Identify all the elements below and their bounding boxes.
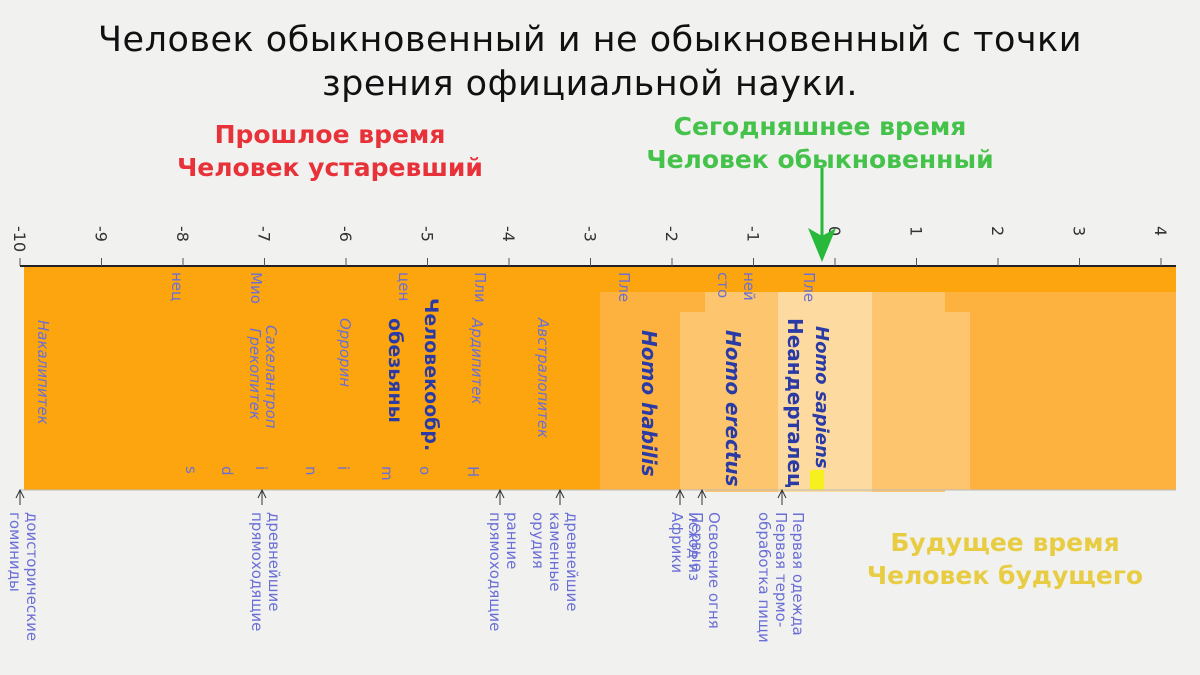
event-label-line: гоминиды bbox=[6, 512, 24, 592]
event-label-line: обработка пищи bbox=[755, 512, 773, 643]
event-label: древнейшие прямоходящие bbox=[248, 512, 283, 632]
event-label-line: ранние bbox=[503, 512, 521, 570]
event-label-line: орудия bbox=[529, 512, 547, 569]
species-label: Оррорин bbox=[336, 318, 354, 388]
present-period-line-1: Сегодняшнее время bbox=[673, 112, 967, 141]
present-period-heading: Сегодняшнее время Человек обыкновенный bbox=[590, 110, 1050, 176]
period-fragment: Пле bbox=[615, 272, 633, 303]
axis-tick-label: -6 bbox=[336, 226, 355, 242]
axis-tick-label: -2 bbox=[662, 226, 681, 242]
event-label-line: прямоходящие bbox=[486, 512, 504, 632]
species-label: Homo habilis bbox=[637, 330, 661, 477]
page-title: Человек обыкновенный и не обыкновенный с… bbox=[0, 18, 1180, 106]
event-arrow-icon bbox=[675, 488, 685, 499]
event-arrow-icon bbox=[495, 488, 505, 499]
future-period-line-2: Человек будущего bbox=[866, 561, 1144, 590]
species-label: Человекообр. bbox=[420, 298, 442, 452]
event-label: древнейшие каменные орудия bbox=[529, 512, 581, 612]
event-arrow-icon bbox=[257, 488, 267, 499]
future-period-line-1: Будущее время bbox=[890, 528, 1120, 557]
event-label-line: Африки bbox=[668, 512, 686, 574]
species-label: Homo sapiens bbox=[811, 326, 832, 469]
event-label-line: древнейшие bbox=[563, 512, 581, 612]
event-label-line: Освоение огня bbox=[705, 512, 723, 629]
axis-tick-label: -1 bbox=[744, 226, 763, 242]
present-period-line-2: Человек обыкновенный bbox=[646, 145, 994, 174]
event-arrow-icon bbox=[15, 488, 25, 499]
period-fragment: цен bbox=[395, 272, 413, 302]
species-label: Неандерталец bbox=[783, 318, 807, 488]
axis-tick-label: 1 bbox=[907, 226, 926, 236]
axis-tick-label: -3 bbox=[581, 226, 600, 242]
event-label-line: каменные bbox=[546, 512, 564, 592]
timeline-ticks: -10-9-8-7-6-5-4-3-2-101234 bbox=[10, 226, 1170, 266]
event-label-line: Первые bbox=[688, 512, 706, 572]
event-label-line: доисторические bbox=[23, 512, 41, 642]
period-fragment: Пле bbox=[800, 272, 818, 303]
timeline-axis bbox=[20, 265, 1176, 491]
axis-tick-label: -8 bbox=[173, 226, 192, 242]
past-period-heading: Прошлое время Человек устаревший bbox=[130, 118, 530, 184]
event-markers bbox=[15, 488, 787, 505]
event-label-line: древнейшие bbox=[265, 512, 283, 612]
sapiens-band bbox=[778, 292, 872, 492]
species-label: Грекопитек bbox=[246, 328, 264, 420]
column-letter: H bbox=[464, 466, 482, 478]
event-label: Освоение огня Первые bbox=[688, 512, 723, 629]
column-letter: m bbox=[378, 466, 396, 481]
axis-tick-label: -4 bbox=[499, 226, 518, 242]
title-line-2: зрения официальной науки. bbox=[322, 64, 858, 104]
column-letter: i bbox=[252, 466, 270, 471]
past-period-line-1: Прошлое время bbox=[214, 120, 446, 149]
species-label: Homo erectus bbox=[721, 330, 745, 487]
axis-tick-label: -7 bbox=[255, 226, 274, 242]
timeline-bands bbox=[24, 266, 1176, 492]
event-label-line: Первая термо- bbox=[772, 512, 790, 628]
column-letter: d bbox=[218, 466, 236, 476]
species-label: Австралопитек bbox=[534, 318, 552, 439]
axis-tick-label: 4 bbox=[1151, 226, 1170, 236]
column-letter: s bbox=[182, 466, 200, 474]
column-letter: i bbox=[334, 466, 352, 471]
period-fragment: Мио bbox=[247, 272, 265, 304]
species-label: Сахелантроп bbox=[262, 325, 280, 429]
event-arrow-icon bbox=[777, 488, 787, 499]
species-label: Ардипитек bbox=[468, 318, 486, 405]
event-label-line: прямоходящие bbox=[248, 512, 266, 632]
event-label-line: Первая одежда bbox=[789, 512, 807, 636]
axis-tick-label: -9 bbox=[92, 226, 111, 242]
axis-tick-label: 2 bbox=[988, 226, 1007, 236]
axis-tick-label: -10 bbox=[10, 226, 29, 252]
past-period-line-2: Человек устаревший bbox=[177, 153, 483, 182]
present-highlight bbox=[810, 470, 824, 490]
event-arrow-icon bbox=[697, 488, 707, 499]
period-fragment: ней bbox=[740, 272, 758, 301]
species-label: обезьяны bbox=[384, 318, 406, 423]
period-fragment: сто bbox=[714, 272, 732, 299]
event-label: доисторические гоминиды bbox=[6, 512, 41, 642]
event-label: Первая одежда Первая термо-обработка пищи bbox=[755, 512, 807, 643]
axis-tick-label: 3 bbox=[1070, 226, 1089, 236]
future-period-heading: Будущее время Человек будущего bbox=[820, 526, 1190, 592]
period-fragment: нец bbox=[168, 272, 186, 302]
event-label: ранние прямоходящие bbox=[486, 512, 521, 632]
column-letter: n bbox=[302, 466, 320, 476]
axis-tick-label: -5 bbox=[418, 226, 437, 242]
species-label: Накалипитек bbox=[34, 320, 52, 425]
title-line-1: Человек обыкновенный и не обыкновенный с… bbox=[98, 20, 1082, 60]
event-arrow-icon bbox=[555, 488, 565, 499]
present-arrowhead-icon bbox=[808, 228, 836, 262]
period-fragment: Пли bbox=[471, 272, 489, 303]
column-letter: o bbox=[416, 466, 434, 476]
